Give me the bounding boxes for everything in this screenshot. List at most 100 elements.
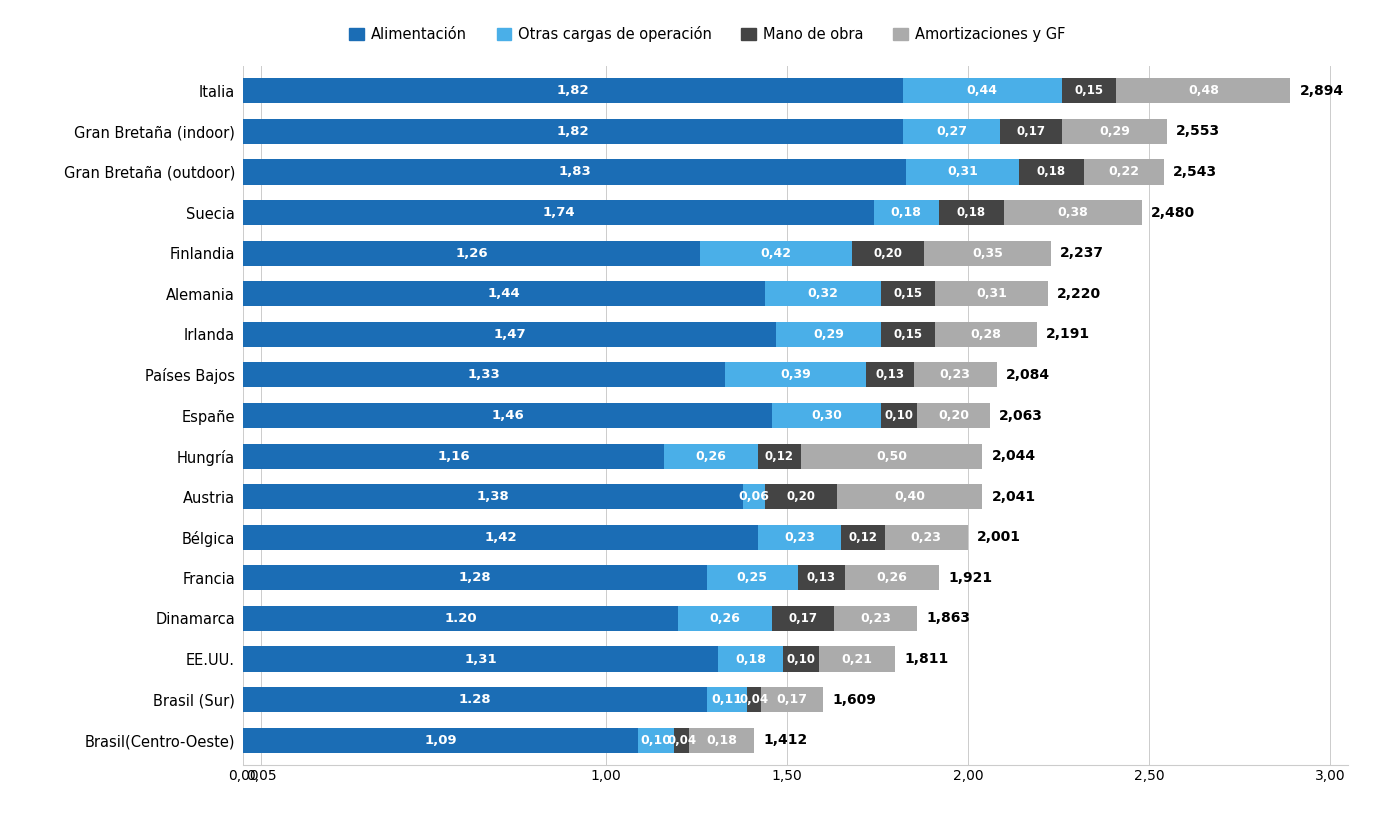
- Bar: [1062, 119, 1168, 144]
- Text: 2,044: 2,044: [991, 449, 1036, 463]
- Bar: [1084, 160, 1163, 184]
- Text: 0,29: 0,29: [813, 328, 844, 341]
- Bar: [866, 362, 913, 387]
- Text: 2,553: 2,553: [1176, 125, 1220, 139]
- Text: 0,15: 0,15: [894, 288, 923, 300]
- Text: 0,26: 0,26: [695, 450, 726, 463]
- Text: 2,041: 2,041: [991, 489, 1036, 504]
- Text: 1,42: 1,42: [484, 531, 517, 543]
- Bar: [881, 322, 935, 347]
- Text: 0,23: 0,23: [860, 612, 891, 625]
- Bar: [801, 444, 983, 469]
- Bar: [837, 484, 983, 509]
- Text: 0,42: 0,42: [760, 247, 791, 259]
- Bar: [776, 322, 881, 347]
- Bar: [906, 160, 1019, 184]
- Text: 1,83: 1,83: [559, 165, 591, 179]
- Text: 0,35: 0,35: [973, 247, 1004, 259]
- Bar: [765, 281, 881, 307]
- Text: 2,237: 2,237: [1061, 246, 1104, 260]
- Text: 0,06: 0,06: [738, 490, 770, 503]
- Bar: [243, 647, 717, 671]
- Bar: [765, 484, 837, 509]
- Bar: [243, 119, 902, 144]
- Text: 0,13: 0,13: [806, 572, 835, 584]
- Text: 0,18: 0,18: [956, 206, 986, 219]
- Text: 0,20: 0,20: [938, 409, 969, 422]
- Text: 0,25: 0,25: [737, 572, 767, 584]
- Bar: [243, 728, 638, 753]
- Bar: [773, 606, 834, 631]
- Bar: [758, 524, 841, 550]
- Bar: [938, 200, 1004, 225]
- Text: 1,47: 1,47: [493, 328, 525, 341]
- Text: 1,28: 1,28: [459, 572, 492, 584]
- Text: 0,50: 0,50: [876, 450, 908, 463]
- Text: 0,31: 0,31: [976, 288, 1006, 300]
- Bar: [663, 444, 758, 469]
- Text: 1,811: 1,811: [905, 652, 949, 666]
- Bar: [819, 647, 895, 671]
- Text: 0,11: 0,11: [712, 693, 742, 706]
- Text: 0,10: 0,10: [884, 409, 913, 422]
- Text: 1,412: 1,412: [763, 733, 808, 747]
- Text: 0,13: 0,13: [876, 368, 905, 381]
- Text: 0,17: 0,17: [1016, 125, 1045, 138]
- Bar: [243, 565, 708, 590]
- Text: 1,82: 1,82: [556, 125, 589, 138]
- Bar: [243, 444, 663, 469]
- Text: 2,001: 2,001: [977, 530, 1020, 544]
- Bar: [243, 78, 902, 103]
- Bar: [881, 281, 935, 307]
- Text: 2,084: 2,084: [1006, 368, 1049, 382]
- Bar: [243, 606, 678, 631]
- Bar: [881, 403, 917, 428]
- Text: 1,16: 1,16: [436, 450, 470, 463]
- Bar: [243, 322, 776, 347]
- Text: 1,44: 1,44: [488, 288, 520, 300]
- Text: 0,48: 0,48: [1188, 84, 1219, 97]
- Text: 1,609: 1,609: [833, 692, 876, 706]
- Bar: [758, 444, 801, 469]
- Bar: [845, 565, 938, 590]
- Text: 0,15: 0,15: [1074, 84, 1104, 97]
- Text: 1,921: 1,921: [948, 571, 992, 585]
- Bar: [935, 281, 1048, 307]
- Legend: Alimentación, Otras cargas de operación, Mano de obra, Amortizaciones y GF: Alimentación, Otras cargas de operación,…: [345, 22, 1070, 47]
- Bar: [674, 728, 689, 753]
- Bar: [902, 78, 1062, 103]
- Text: 1,74: 1,74: [542, 206, 575, 219]
- Bar: [917, 403, 990, 428]
- Bar: [726, 362, 866, 387]
- Text: 2,543: 2,543: [1173, 165, 1216, 179]
- Bar: [717, 647, 783, 671]
- Bar: [689, 728, 755, 753]
- Text: 0,23: 0,23: [940, 368, 970, 381]
- Text: 1.28: 1.28: [459, 693, 492, 706]
- Text: 1,82: 1,82: [556, 84, 589, 97]
- Bar: [1062, 78, 1116, 103]
- Text: 0,10: 0,10: [787, 652, 816, 666]
- Bar: [874, 200, 938, 225]
- Bar: [1004, 200, 1141, 225]
- Text: 0,31: 0,31: [947, 165, 979, 179]
- Bar: [902, 119, 1001, 144]
- Bar: [708, 687, 746, 712]
- Bar: [834, 606, 917, 631]
- Bar: [841, 524, 884, 550]
- Bar: [243, 281, 765, 307]
- Text: 0,40: 0,40: [894, 490, 926, 503]
- Text: 0,38: 0,38: [1058, 206, 1088, 219]
- Text: 0,15: 0,15: [894, 328, 923, 341]
- Bar: [243, 362, 726, 387]
- Text: 0,26: 0,26: [876, 572, 908, 584]
- Text: 0,27: 0,27: [935, 125, 967, 138]
- Bar: [744, 484, 765, 509]
- Text: 0,04: 0,04: [739, 693, 769, 706]
- Text: 0,18: 0,18: [706, 734, 737, 747]
- Text: 0,29: 0,29: [1099, 125, 1130, 138]
- Bar: [762, 687, 823, 712]
- Text: 2,894: 2,894: [1300, 84, 1344, 98]
- Bar: [935, 322, 1037, 347]
- Bar: [678, 606, 773, 631]
